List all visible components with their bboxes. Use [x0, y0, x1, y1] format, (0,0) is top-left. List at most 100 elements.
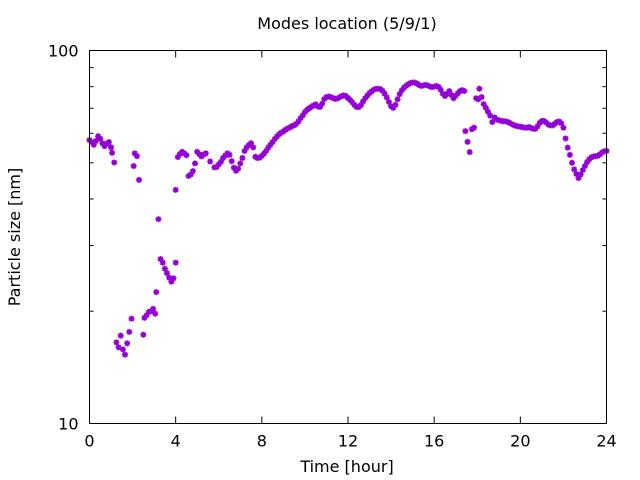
x-tick-label: 24 [596, 432, 616, 451]
data-point [532, 125, 539, 132]
data-point [226, 151, 233, 158]
data-point [381, 90, 388, 97]
data-point [504, 118, 511, 125]
data-point [161, 265, 168, 272]
data-points [86, 79, 610, 358]
x-tick-label: 4 [171, 432, 181, 451]
data-point [398, 87, 405, 94]
data-point [487, 112, 494, 119]
data-point [215, 161, 222, 168]
data-point [183, 152, 190, 159]
data-point [117, 332, 124, 339]
data-point [241, 147, 248, 154]
data-point [189, 168, 196, 175]
data-point [362, 95, 369, 102]
data-point [172, 259, 179, 266]
data-point [115, 344, 122, 351]
data-point [202, 150, 209, 157]
data-point [446, 88, 453, 95]
data-point [411, 79, 418, 86]
data-point [109, 149, 116, 156]
data-point [360, 98, 367, 105]
data-point [560, 124, 567, 131]
data-point [394, 96, 401, 103]
data-point [566, 151, 573, 158]
data-point [327, 94, 334, 101]
data-point [133, 153, 140, 160]
data-point [105, 139, 112, 146]
data-point [187, 171, 194, 178]
data-point [466, 149, 473, 156]
data-point [349, 99, 356, 106]
data-point [250, 144, 257, 151]
data-point [217, 158, 224, 165]
data-point [396, 91, 403, 98]
data-point [448, 91, 455, 98]
data-point [143, 312, 150, 319]
data-point [485, 108, 492, 115]
data-point [131, 150, 138, 157]
data-point [462, 128, 469, 135]
data-point [153, 289, 160, 296]
data-point [581, 163, 588, 170]
data-point [113, 339, 120, 346]
data-point [370, 86, 377, 93]
data-point [461, 87, 468, 94]
data-point [140, 331, 147, 338]
data-point [172, 186, 179, 193]
data-point [575, 175, 582, 182]
data-point [192, 160, 199, 167]
data-point [489, 119, 496, 126]
data-point [564, 144, 571, 151]
y-tick-label: 100 [48, 42, 79, 61]
x-tick-label: 0 [84, 432, 94, 451]
data-point [424, 82, 431, 89]
data-point [435, 83, 442, 90]
data-point [128, 315, 135, 322]
data-point [101, 143, 108, 150]
x-tick-label: 16 [424, 432, 444, 451]
data-point [92, 137, 99, 144]
data-point [271, 136, 278, 143]
data-point [95, 133, 102, 140]
data-point [260, 150, 267, 157]
data-point [459, 87, 466, 94]
data-point [357, 102, 364, 109]
x-tick-label: 8 [257, 432, 267, 451]
data-point [88, 139, 95, 146]
data-point [347, 96, 354, 103]
data-point [273, 133, 280, 140]
data-point [207, 158, 214, 165]
data-point [230, 164, 237, 171]
data-point [213, 164, 220, 171]
data-point [124, 340, 131, 347]
data-point [480, 101, 487, 108]
data-point [265, 144, 272, 151]
data-point [196, 151, 203, 158]
data-point [170, 275, 177, 282]
data-point [383, 94, 390, 101]
data-point [579, 167, 586, 174]
data-point [534, 123, 541, 130]
data-point [136, 176, 143, 183]
data-point [390, 104, 397, 111]
x-tick-label: 12 [338, 432, 358, 451]
data-point [108, 144, 115, 151]
data-point [433, 83, 440, 90]
data-point [299, 112, 306, 119]
data-point [152, 310, 159, 317]
data-point [588, 154, 595, 161]
data-point [297, 115, 304, 122]
data-point [571, 166, 578, 173]
data-point [174, 154, 181, 161]
data-point [329, 94, 336, 101]
data-point [558, 120, 565, 127]
data-point [452, 92, 459, 99]
data-point [130, 163, 137, 170]
data-point [145, 309, 152, 316]
data-point [319, 100, 326, 107]
data-point [493, 116, 500, 123]
data-point [220, 155, 227, 161]
data-point [235, 165, 242, 172]
